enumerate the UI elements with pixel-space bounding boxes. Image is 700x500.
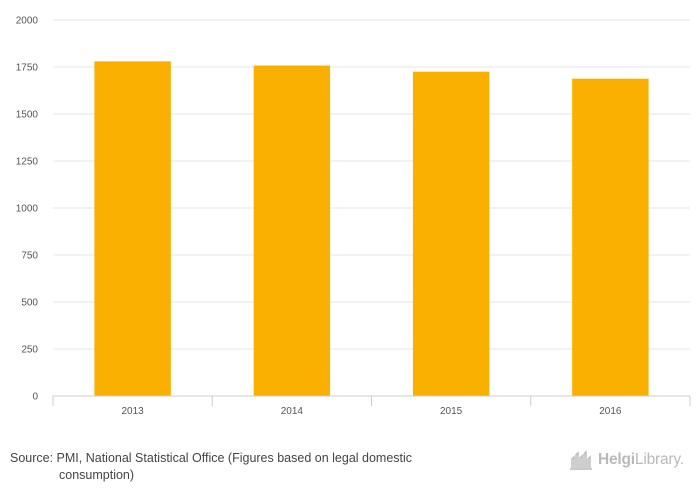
x-tick-label: 2014 <box>281 406 304 417</box>
source-line-2: consumption) <box>59 468 135 482</box>
bar-2015 <box>412 71 490 396</box>
brand-name-light: Library. <box>634 451 684 468</box>
x-tick-label: 2015 <box>440 406 463 417</box>
x-tick-label: 2016 <box>599 406 622 417</box>
source-note: Source: PMI, National Statistical Office… <box>10 450 480 484</box>
y-tick-label: 1250 <box>16 157 39 168</box>
y-tick-label: 750 <box>21 251 38 262</box>
y-tick-label: 1750 <box>16 63 39 74</box>
brand-name: HelgiLibrary. <box>598 451 684 469</box>
bar-2016 <box>572 78 649 396</box>
y-tick-label: 1500 <box>16 110 39 121</box>
y-tick-label: 2000 <box>16 16 39 27</box>
source-line-1: Source: PMI, National Statistical Office… <box>10 451 413 465</box>
bar-2014 <box>253 65 331 396</box>
y-axis-ticks: 0 250 500 750 1000 1250 1500 1750 2000 <box>16 16 39 403</box>
y-tick-label: 250 <box>21 345 38 356</box>
x-tick-label: 2013 <box>122 406 145 417</box>
helgi-library-logo: HelgiLibrary. <box>568 448 684 472</box>
y-tick-label: 500 <box>21 298 38 309</box>
y-tick-label: 0 <box>32 392 38 403</box>
y-tick-label: 1000 <box>16 204 39 215</box>
library-logo-icon <box>570 450 592 470</box>
brand-name-bold: Helgi <box>598 451 635 468</box>
x-axis-ticks: 2013 2014 2015 2016 <box>52 396 691 417</box>
bars <box>94 61 649 397</box>
bar-2013 <box>94 61 171 397</box>
